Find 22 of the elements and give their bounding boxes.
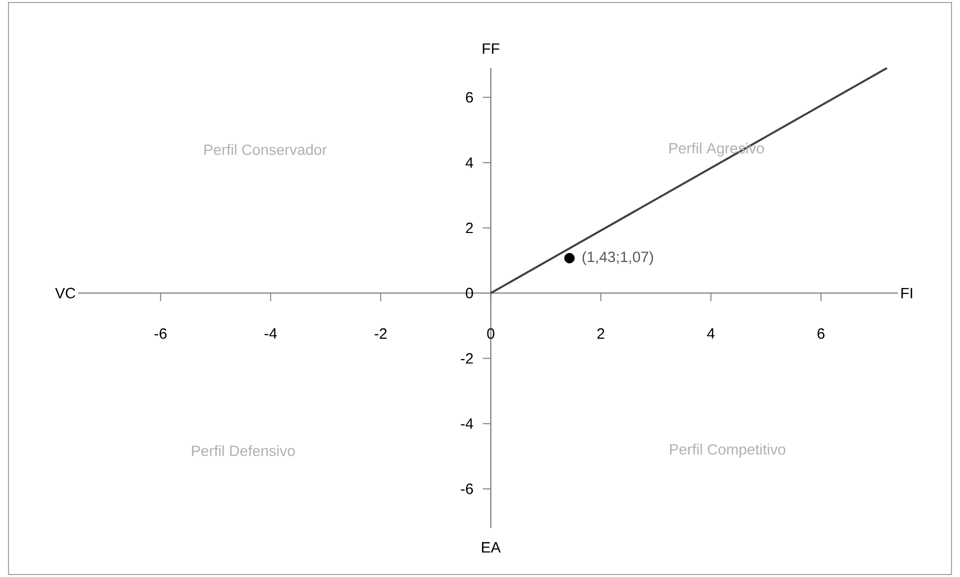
x-tick-label: -2	[374, 328, 387, 339]
y-tick-label: 6	[466, 92, 473, 103]
text: EA	[482, 542, 501, 552]
y-tick-label: 4	[466, 157, 474, 168]
text: VC	[55, 288, 76, 298]
y-tick-label: -6	[460, 484, 473, 494]
y-tick-label: -4	[460, 418, 474, 429]
x-tick-label: 4	[707, 328, 715, 339]
x-axis-title: FI	[901, 288, 912, 298]
annotation: Perfil Competitivo	[670, 444, 786, 458]
y-tick-label: 0	[466, 288, 473, 298]
y-axis-title: FF	[482, 43, 500, 54]
y-tick-label: -2	[460, 353, 473, 364]
x-tick-label: -6	[154, 328, 167, 339]
x-tick-label: 0	[487, 328, 494, 339]
x-tick-label: 2	[597, 328, 604, 339]
x-tick-label: -4	[264, 328, 277, 339]
y-tick-label: 2	[466, 222, 473, 234]
annotation: Perfil Conservador	[204, 144, 327, 156]
annotation: Perfil Defensivo	[192, 445, 295, 456]
x-tick-label: 6	[818, 328, 824, 339]
data-label: (1,43;1,07)	[582, 251, 653, 266]
